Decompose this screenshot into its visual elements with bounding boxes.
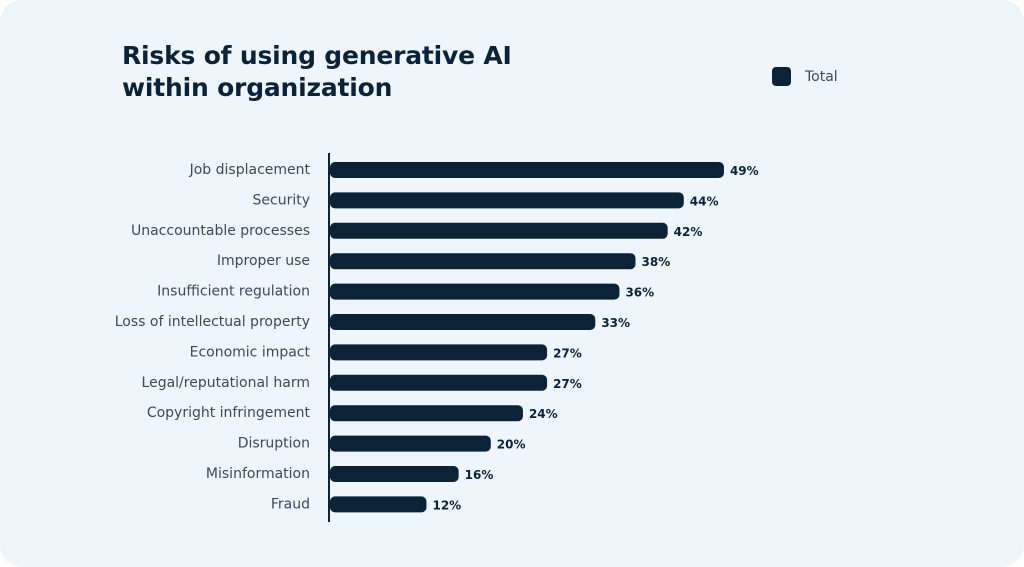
- value-label: 27%: [553, 346, 582, 360]
- value-label: 49%: [730, 164, 759, 178]
- bar: [330, 435, 491, 452]
- value-label: 36%: [625, 286, 654, 300]
- bar: [330, 374, 548, 391]
- category-label: Security: [253, 192, 311, 208]
- category-label: Insufficient regulation: [157, 284, 310, 300]
- category-label: Disruption: [238, 436, 310, 452]
- category-label: Economic impact: [190, 344, 311, 360]
- category-label: Loss of intellectual property: [115, 314, 310, 330]
- category-label: Improper use: [217, 253, 310, 269]
- category-label: Unaccountable processes: [131, 223, 310, 239]
- bar: [330, 405, 523, 422]
- bar: [330, 283, 620, 300]
- category-label: Copyright infringement: [147, 405, 311, 421]
- bar: [330, 222, 668, 239]
- bar: [330, 314, 596, 330]
- category-label: Job displacement: [189, 162, 311, 178]
- value-label: 38%: [642, 255, 671, 269]
- value-label: 20%: [497, 438, 526, 452]
- bar: [330, 466, 459, 482]
- bar: [330, 253, 636, 270]
- value-label: 27%: [553, 377, 582, 391]
- category-label: Fraud: [271, 496, 310, 512]
- value-label: 44%: [690, 194, 719, 208]
- value-label: 42%: [674, 225, 703, 239]
- bar: [330, 344, 548, 361]
- chart-title: Risks of using generative AI within orga…: [122, 41, 512, 102]
- bar: [330, 162, 724, 178]
- bar: [330, 496, 427, 513]
- value-label: 16%: [465, 468, 494, 482]
- bar: [330, 192, 684, 209]
- bars-group: Job displacement 49% Security 44% Unaccounta…: [115, 162, 759, 513]
- legend: Total: [772, 67, 838, 86]
- value-label: 24%: [529, 407, 558, 421]
- category-label: Legal/reputational harm: [142, 375, 310, 391]
- legend-swatch: [772, 67, 791, 86]
- legend-label: Total: [805, 68, 838, 85]
- category-label: Misinformation: [206, 466, 310, 482]
- value-label: 12%: [432, 498, 461, 512]
- value-label: 33%: [601, 316, 630, 330]
